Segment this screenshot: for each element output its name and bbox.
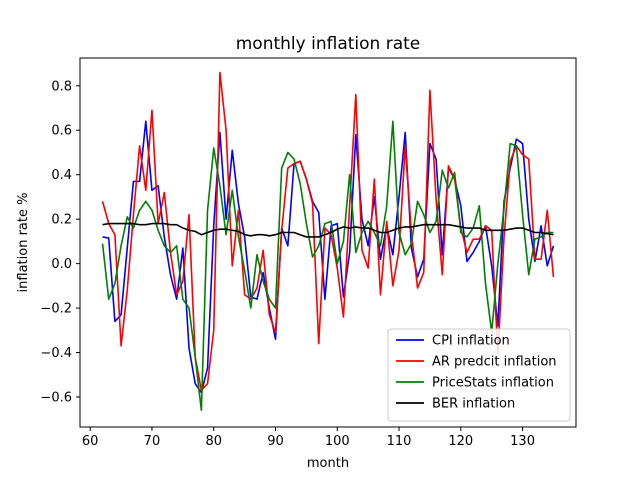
x-tick-label: 110 [387,434,412,449]
plot-frame [79,57,577,428]
x-tick-label: 100 [325,434,350,449]
y-tick-label: 0.6 [51,124,72,139]
series-line-pricestats-inflation [101,120,554,412]
series-line-ar-predcit-inflation [101,71,555,392]
legend-label: BER inflation [432,397,515,412]
x-tick-label: 70 [144,434,161,449]
x-axis-label: month [307,456,349,471]
series-line-ber-inflation [102,222,554,238]
x-tick-label: 60 [82,434,99,449]
legend: CPI inflation AR predcit inflation PriceSt… [387,328,571,422]
y-tick-label: 0.0 [51,257,72,272]
legend-label: PriceStats inflation [432,376,554,391]
y-tick-label: 0.2 [51,213,72,228]
y-tick-label: 0.8 [51,79,72,94]
y-tick-label: −0.2 [40,302,72,317]
y-axis-label: inflation rate % [16,193,31,293]
y-tick-label: 0.4 [51,168,72,183]
chart-title: monthly inflation rate [236,34,421,54]
legend-label: CPI inflation [432,334,510,349]
x-tick-label: 120 [448,434,473,449]
legend-box [387,328,571,422]
x-axis: 60 70 80 90 100 110 120 130 [82,427,535,449]
legend-label: AR predcit inflation [432,355,557,370]
x-tick-label: 90 [267,434,284,449]
y-axis: −0.6 −0.4 −0.2 0.0 0.2 0.4 0.6 0.8 [40,79,80,405]
x-tick-label: 130 [510,434,535,449]
y-tick-label: −0.6 [40,390,72,405]
y-tick-label: −0.4 [40,346,72,361]
series-layer [101,71,555,412]
x-tick-label: 80 [205,434,222,449]
